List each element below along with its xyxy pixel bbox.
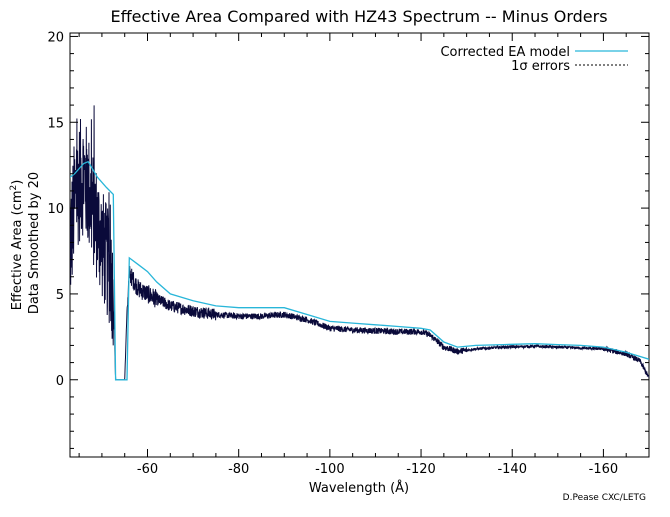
y-tick-label: 15: [47, 116, 64, 131]
x-tick-label: -140: [497, 462, 527, 477]
y-axis-label-line2: Data Smoothed by 20: [27, 172, 42, 314]
x-tick-label: -60: [137, 462, 158, 477]
y-tick-label: 20: [47, 30, 64, 45]
x-tick-label: -160: [589, 462, 619, 477]
plot-content: [70, 105, 649, 381]
ea-model-line: [70, 160, 649, 381]
x-tick-label: -120: [406, 462, 436, 477]
y-tick-label: 0: [56, 374, 64, 389]
plot-frame: [69, 32, 650, 458]
credit-text: D.Pease CXC/LETG: [563, 493, 646, 503]
chart-title: Effective Area Compared with HZ43 Spectr…: [110, 7, 607, 26]
x-axis-label: Wavelength (Å): [309, 480, 409, 496]
y-axis-label-main: Effective Area (cm: [10, 191, 25, 311]
legend-label-errors: 1σ errors: [511, 59, 570, 74]
legend: Corrected EA model 1σ errors: [440, 45, 628, 74]
x-tick-label: -80: [228, 462, 249, 477]
y-axis-label-sup: 2: [9, 185, 19, 191]
x-tick-label: -100: [315, 462, 345, 477]
data-spectrum-line: [70, 105, 649, 381]
y-axis-label-close: ): [10, 180, 25, 185]
axis-ticks: -60 -80 -100 -120 -140 -160 0 5 10 15 20: [47, 30, 650, 477]
legend-label-ea-model: Corrected EA model: [440, 45, 570, 60]
y-tick-label: 10: [47, 202, 64, 217]
y-tick-label: 5: [56, 288, 64, 303]
y-axis-label-line1: Effective Area (cm2): [9, 180, 25, 311]
